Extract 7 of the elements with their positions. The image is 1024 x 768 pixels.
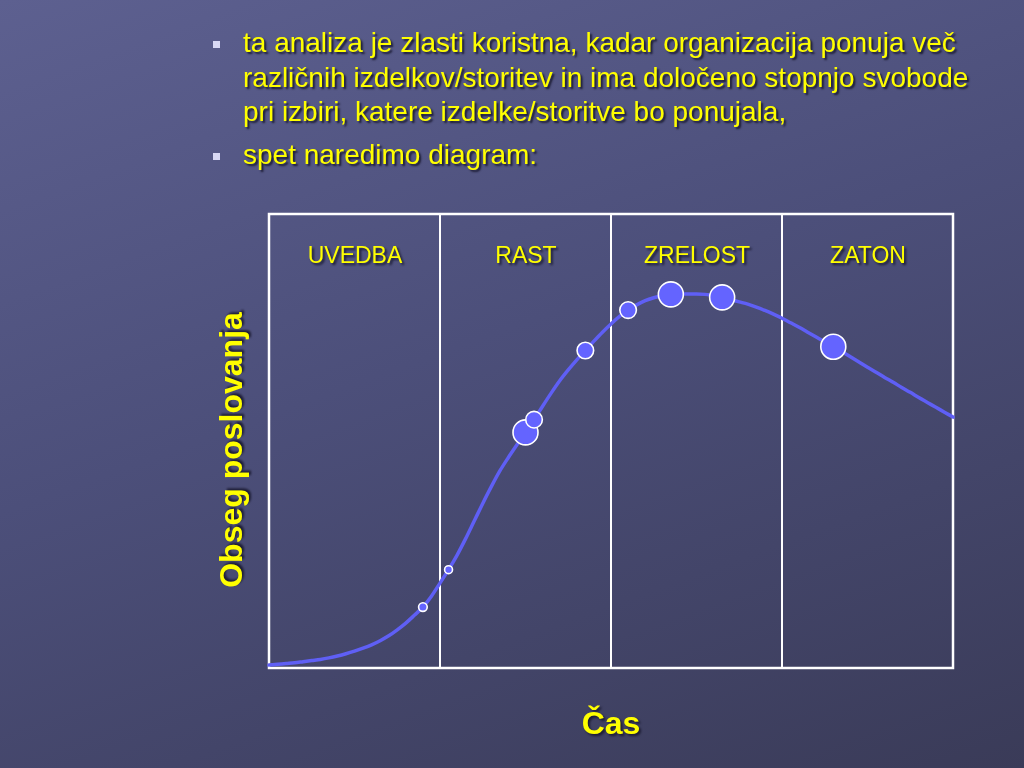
y-axis-title: Obseg poslovanja [213, 311, 249, 588]
x-tick-label: ZRELOST [643, 242, 751, 268]
x-tick-label: RAST [495, 242, 557, 268]
x-tick-label: UVEDBA [307, 242, 403, 268]
x-axis-title: Čas [581, 705, 641, 741]
text: spet naredimo diagram: [243, 137, 539, 172]
x-tick-label: ZATON [830, 242, 906, 268]
